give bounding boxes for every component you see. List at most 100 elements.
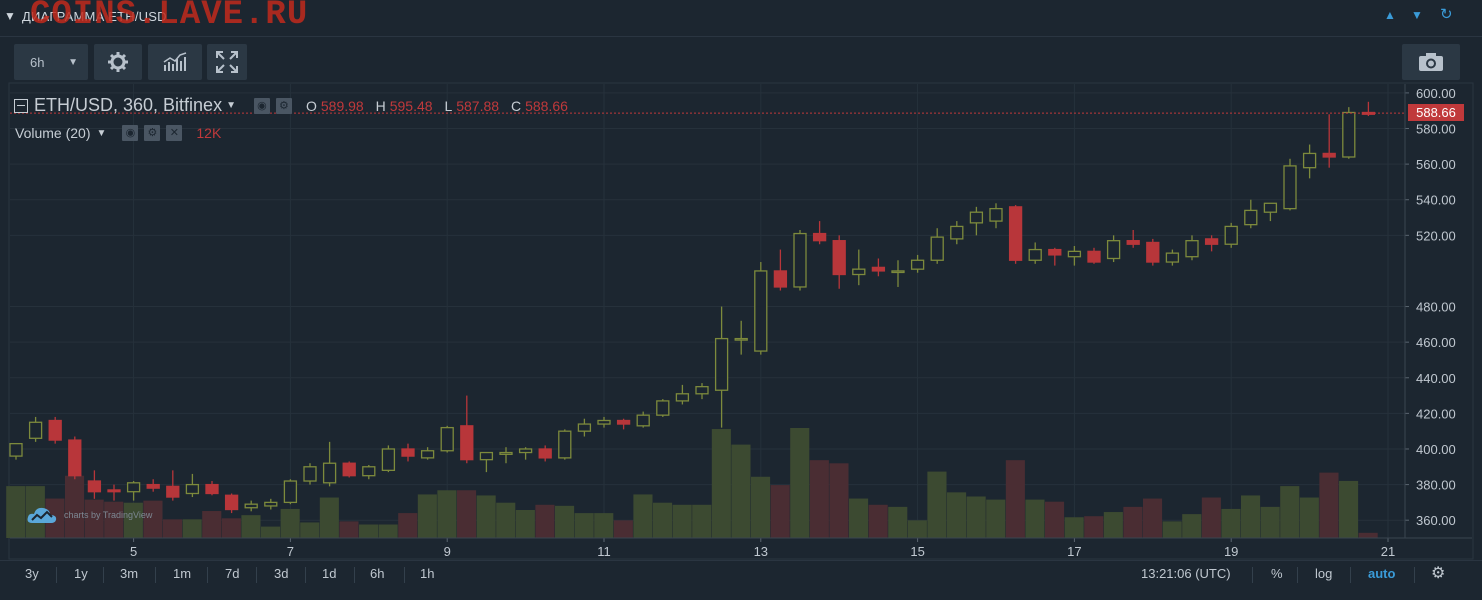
volume-bar [457, 490, 477, 538]
candle-body [87, 480, 102, 493]
indicators-button[interactable] [148, 44, 202, 80]
range-1h[interactable]: 1h [420, 566, 435, 581]
candle-body [362, 466, 376, 477]
y-tick-label: 540.00 [1416, 193, 1456, 208]
log-toggle[interactable]: log [1315, 566, 1333, 581]
candle-body [518, 448, 533, 454]
move-down-icon[interactable]: ▼ [1411, 8, 1423, 22]
candle-body [264, 501, 278, 507]
range-3m[interactable]: 3m [120, 566, 139, 581]
candle-body [303, 466, 317, 482]
series-settings-icon[interactable]: ⚙ [275, 97, 292, 114]
range-7d[interactable]: 7d [225, 566, 240, 581]
symbol-dropdown-icon[interactable]: ▼ [226, 100, 236, 111]
interval-select[interactable]: 6h ▼ [14, 44, 88, 80]
volume-bar [202, 511, 222, 538]
candle-body [695, 386, 709, 395]
candle-body [1224, 225, 1238, 245]
volume-dropdown-icon[interactable]: ▼ [96, 127, 107, 139]
volume-bar [241, 515, 261, 538]
volume-bar [496, 502, 516, 538]
volume-bar [221, 518, 241, 538]
candle-body [910, 259, 925, 270]
cloud-logo-icon [27, 507, 57, 523]
volume-settings-icon[interactable]: ⚙ [144, 125, 161, 141]
volume-remove-icon[interactable]: ✕ [166, 125, 183, 141]
chart-grid [10, 84, 1405, 538]
volume-bar [574, 513, 594, 538]
volume-bar [1241, 495, 1261, 538]
candle-body [558, 430, 572, 459]
range-6h[interactable]: 6h [370, 566, 385, 581]
candle-body [852, 268, 866, 276]
candle-body [1263, 202, 1278, 213]
close-label: C [510, 97, 522, 114]
volume-bar [437, 490, 457, 538]
candle-body [891, 270, 905, 274]
volume-bar [770, 485, 790, 538]
candle-body [773, 270, 788, 288]
x-tick-label: 13 [754, 544, 768, 559]
volume-bar [1045, 501, 1065, 538]
candle-body [1361, 111, 1376, 115]
volume-bar [672, 504, 692, 538]
x-tick-label: 9 [444, 544, 451, 559]
divider [404, 567, 405, 583]
fullscreen-button[interactable] [207, 44, 247, 80]
site-watermark: COINS.LAVE.RU [30, 0, 309, 34]
volume-bar [555, 505, 575, 538]
volume-bar [398, 513, 418, 538]
volume-bar [1260, 506, 1280, 538]
range-1d[interactable]: 1d [322, 566, 337, 581]
volume-label[interactable]: Volume (20) [15, 125, 91, 141]
volume-bar [927, 471, 947, 538]
volume-eye-icon[interactable]: ◉ [122, 125, 139, 141]
gear-icon [108, 52, 128, 72]
eye-icon[interactable]: ◉ [253, 97, 270, 114]
y-tick-label: 480.00 [1416, 300, 1456, 315]
candle-body [989, 207, 1003, 222]
candle-body [538, 448, 552, 459]
collapse-chevron-icon[interactable]: ▼ [4, 9, 16, 23]
volume-bar [1103, 512, 1123, 538]
candles [9, 101, 1376, 514]
candle-body [401, 448, 415, 457]
gear-icon[interactable]: ⚙ [1431, 565, 1446, 582]
volume-bar [888, 506, 908, 538]
volume-bar [986, 499, 1006, 538]
volume-bar [163, 519, 183, 538]
ohlc-values: O 589.98 H 595.48 L 587.88 C 588.66 [298, 98, 568, 114]
time-axis: 5 7 9 11 13 15 17 19 21 [130, 538, 1395, 559]
volume-bar [1201, 497, 1221, 538]
divider [354, 567, 355, 583]
candle-body [754, 270, 768, 352]
candle-body [126, 482, 141, 493]
open-value: 589.98 [320, 97, 364, 114]
collapse-legend-icon[interactable] [14, 98, 28, 113]
series-symbol[interactable]: ETH/USD, 360, Bitfinex [34, 95, 223, 115]
settings-button[interactable] [94, 44, 142, 80]
range-1y[interactable]: 1y [74, 566, 88, 581]
volume-value: 12K [196, 125, 222, 141]
volume-bar [359, 524, 379, 538]
auto-toggle[interactable]: auto [1368, 566, 1396, 581]
range-3d[interactable]: 3d [274, 566, 289, 581]
volume-bar [907, 520, 927, 538]
attribution[interactable]: charts by TradingView [26, 505, 152, 525]
candle-body [107, 489, 121, 493]
candle-body [185, 483, 200, 495]
move-up-icon[interactable]: ▲ [1384, 8, 1396, 22]
bottom-toolbar: 3y 1y 3m 1m 7d 3d 1d 6h 1h 13:21:06 (UTC… [0, 560, 1482, 600]
range-3y[interactable]: 3y [25, 566, 39, 581]
candle-body [871, 266, 886, 272]
volume-bar [711, 429, 731, 538]
candle-body [1165, 252, 1180, 263]
percent-toggle[interactable]: % [1271, 566, 1283, 581]
candle-body [48, 419, 62, 441]
range-1m[interactable]: 1m [173, 566, 192, 581]
snapshot-button[interactable] [1402, 44, 1460, 80]
panel-title: ДИАГРАММА ETH/USD [22, 9, 167, 24]
candle-body [1204, 238, 1219, 245]
refresh-icon[interactable]: ↻ [1440, 6, 1453, 23]
y-tick-label: 360.00 [1416, 513, 1456, 528]
